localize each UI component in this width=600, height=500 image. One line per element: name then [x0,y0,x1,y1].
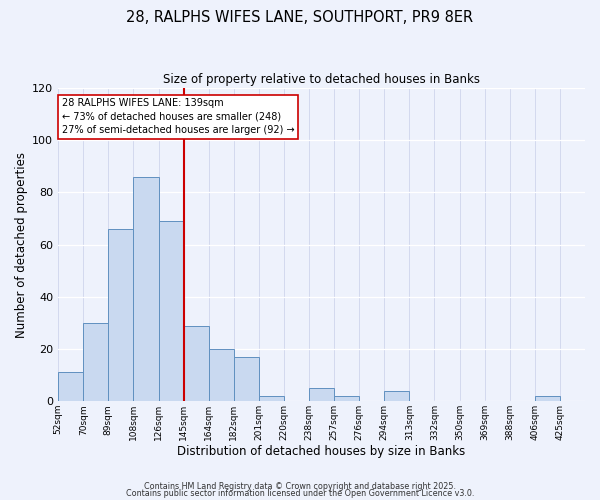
Bar [535,396,560,401]
Bar [133,177,158,401]
Bar [83,323,109,401]
Y-axis label: Number of detached properties: Number of detached properties [15,152,28,338]
Bar [184,326,209,401]
Bar [259,396,284,401]
Bar [334,396,359,401]
Bar [158,221,184,401]
Bar [109,229,133,401]
Text: Contains public sector information licensed under the Open Government Licence v3: Contains public sector information licen… [126,490,474,498]
Bar [384,390,409,401]
Title: Size of property relative to detached houses in Banks: Size of property relative to detached ho… [163,72,480,86]
Text: Contains HM Land Registry data © Crown copyright and database right 2025.: Contains HM Land Registry data © Crown c… [144,482,456,491]
Bar [209,349,234,401]
Bar [309,388,334,401]
Text: 28 RALPHS WIFES LANE: 139sqm
← 73% of detached houses are smaller (248)
27% of s: 28 RALPHS WIFES LANE: 139sqm ← 73% of de… [62,98,295,135]
Bar [234,357,259,401]
Bar [58,372,83,401]
X-axis label: Distribution of detached houses by size in Banks: Distribution of detached houses by size … [178,444,466,458]
Text: 28, RALPHS WIFES LANE, SOUTHPORT, PR9 8ER: 28, RALPHS WIFES LANE, SOUTHPORT, PR9 8E… [127,10,473,25]
